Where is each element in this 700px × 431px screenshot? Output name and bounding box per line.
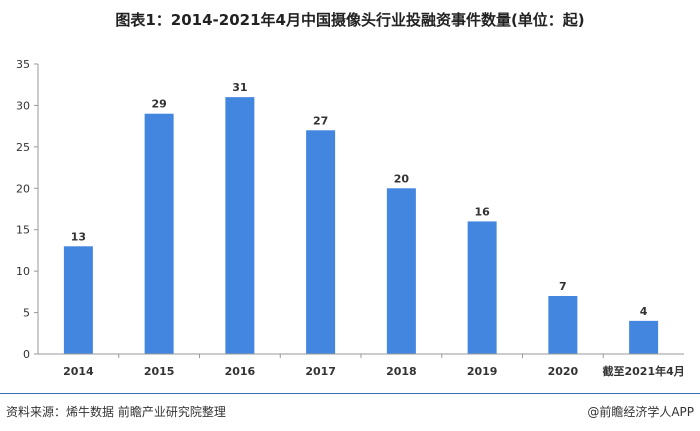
x-tick-label: 2016	[225, 365, 256, 378]
y-tick-label: 15	[16, 224, 30, 237]
y-tick-label: 30	[16, 99, 30, 112]
x-tick-label: 2015	[144, 365, 175, 378]
bar	[63, 246, 93, 354]
y-tick-label: 10	[16, 265, 30, 278]
bar	[629, 320, 659, 354]
bar-value-label: 4	[640, 305, 648, 318]
chart-title: 图表1：2014-2021年4月中国摄像头行业投融资事件数量(单位：起)	[115, 11, 585, 29]
y-tick-label: 0	[23, 348, 30, 361]
bar-value-label: 13	[71, 230, 86, 243]
y-tick-label: 35	[16, 58, 30, 71]
x-tick-label: 2019	[467, 365, 498, 378]
bar-labels: 13 29 31 27 20 16 7 4	[71, 81, 648, 318]
y-axis: 0 5 10 15 20 25 30 35	[16, 58, 39, 361]
bar-value-label: 29	[151, 98, 166, 111]
bar-value-label: 20	[394, 172, 410, 185]
footer: 资料来源：烯牛数据 前瞻产业研究院整理 @前瞻经济学人APP	[0, 393, 700, 431]
x-tick-label: 2020	[548, 365, 579, 378]
bar	[386, 188, 416, 354]
bar	[467, 221, 497, 354]
bar-value-label: 27	[313, 114, 328, 127]
x-tick-label: 截至2021年4月	[602, 364, 684, 378]
bar	[548, 296, 578, 354]
bar-value-label: 31	[232, 81, 247, 94]
bar	[306, 130, 336, 354]
y-tick-label: 25	[16, 141, 30, 154]
footer-divider	[0, 393, 700, 394]
x-tick-label: 2018	[386, 365, 417, 378]
bar-value-label: 7	[559, 280, 567, 293]
bar-value-label: 16	[474, 205, 490, 218]
x-axis: 2014 2015 2016 2017 2018 2019 2020 截至2021年4月	[38, 353, 685, 378]
bar	[144, 113, 174, 354]
source-note: 资料来源：烯牛数据 前瞻产业研究院整理	[6, 405, 226, 419]
x-tick-label: 2017	[305, 365, 336, 378]
y-tick-label: 20	[16, 182, 30, 195]
bar	[225, 97, 255, 355]
credit-note: @前瞻经济学人APP	[587, 405, 694, 419]
y-tick-label: 5	[23, 307, 30, 320]
bars	[63, 97, 659, 355]
x-tick-label: 2014	[63, 365, 94, 378]
